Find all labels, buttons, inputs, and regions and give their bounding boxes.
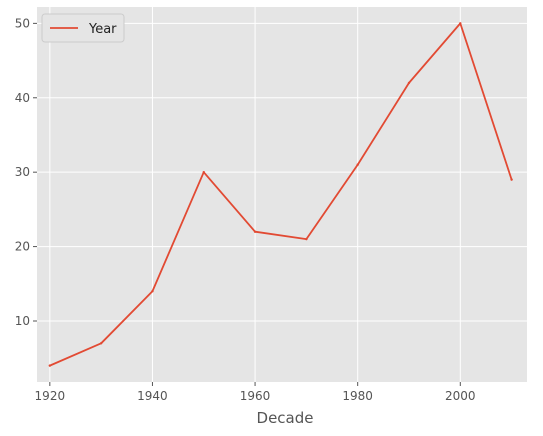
data-point [202, 170, 205, 174]
x-tick-label: 1920 [35, 389, 66, 403]
data-point [510, 178, 513, 181]
data-point [99, 342, 103, 345]
legend-box [41, 13, 125, 43]
y-tick-label: 30 [15, 165, 30, 179]
data-point [151, 290, 154, 293]
data-point [305, 237, 308, 241]
legend: Year [41, 13, 125, 43]
y-tick-label: 10 [15, 314, 30, 328]
x-axis-title: Decade [257, 409, 314, 427]
data-point [356, 163, 359, 166]
x-axis-ticks: 1920 1940 1960 1980 2000 [35, 382, 476, 403]
data-point [48, 364, 52, 367]
series-layer [48, 22, 513, 367]
x-tick-label: 1980 [342, 389, 373, 403]
x-tick-label: 1960 [240, 389, 271, 403]
data-point [253, 230, 257, 233]
y-tick-label: 50 [15, 16, 30, 30]
x-tick-label: 2000 [445, 389, 476, 403]
y-axis-ticks: 10 20 30 40 50 [15, 16, 37, 328]
y-tick-label: 20 [15, 240, 30, 254]
data-point [459, 22, 462, 25]
x-tick-label: 1940 [137, 389, 168, 403]
y-tick-label: 40 [15, 91, 30, 105]
data-point [407, 81, 411, 85]
grid [37, 7, 527, 382]
legend-label-year: Year [88, 22, 117, 37]
plot-area [37, 7, 527, 382]
series-line-year [49, 22, 513, 367]
